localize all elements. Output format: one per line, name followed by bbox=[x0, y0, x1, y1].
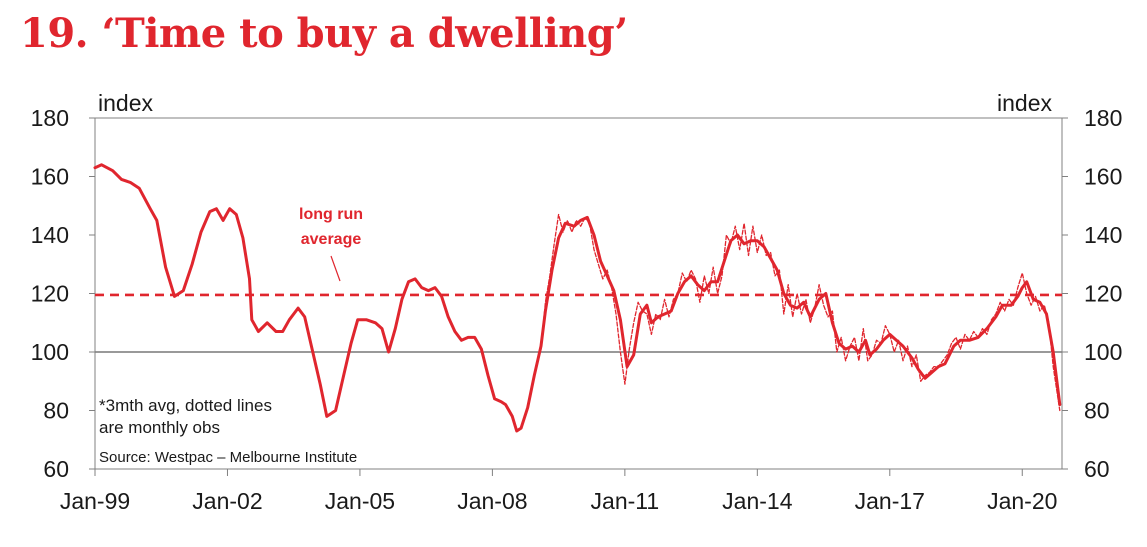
annotation-line-1: long run bbox=[299, 206, 363, 223]
y-tick-label-left: 180 bbox=[31, 105, 69, 131]
y-tick-labels-right: 60 80 100 120 140 160 180 bbox=[1084, 105, 1122, 482]
y-tick-labels-left: 60 80 100 120 140 160 180 bbox=[31, 105, 69, 482]
y-tick-label-right: 60 bbox=[1084, 456, 1110, 482]
y-tick-label-left: 140 bbox=[31, 222, 69, 248]
y-tick-label-right: 140 bbox=[1084, 222, 1122, 248]
gridlines bbox=[95, 117, 1062, 353]
y-tick-label-right: 180 bbox=[1084, 105, 1122, 131]
x-tick-label: Jan-05 bbox=[325, 488, 395, 514]
annotation-line-2: average bbox=[301, 231, 362, 248]
y-tick-label-right: 80 bbox=[1084, 398, 1110, 424]
series-lines bbox=[93, 163, 1062, 433]
series-3mth-avg-line bbox=[93, 163, 1062, 433]
x-tick-label: Jan-20 bbox=[987, 488, 1057, 514]
y-tick-label-left: 80 bbox=[43, 398, 69, 424]
axes bbox=[89, 117, 1068, 476]
left-axis-unit-label: index bbox=[98, 90, 153, 116]
note-line-2: are monthly obs bbox=[99, 418, 220, 437]
x-tick-label: Jan-02 bbox=[192, 488, 262, 514]
y-tick-label-left: 120 bbox=[31, 281, 69, 307]
y-tick-label-left: 60 bbox=[43, 456, 69, 482]
y-tick-label-right: 100 bbox=[1084, 339, 1122, 365]
y-tick-label-right: 120 bbox=[1084, 281, 1122, 307]
annotation-pointer bbox=[330, 255, 341, 282]
x-tick-label: Jan-99 bbox=[60, 488, 130, 514]
x-tick-labels: Jan-99 Jan-02 Jan-05 Jan-08 Jan-11 Jan-14 Jan-… bbox=[60, 488, 1058, 514]
x-tick-label: Jan-17 bbox=[855, 488, 925, 514]
y-tick-label-left: 100 bbox=[31, 339, 69, 365]
chart-title: 19. ‘Time to buy a dwelling’ bbox=[20, 10, 628, 57]
note-line-1: *3mth avg, dotted lines bbox=[99, 396, 272, 415]
x-tick-label: Jan-14 bbox=[722, 488, 793, 514]
right-axis-unit-label: index bbox=[997, 90, 1052, 116]
y-tick-label-left: 160 bbox=[31, 164, 69, 190]
x-tick-label: Jan-08 bbox=[457, 488, 527, 514]
series-monthly-obs-line bbox=[540, 213, 1061, 412]
x-tick-label: Jan-11 bbox=[591, 488, 660, 514]
source-note: Source: Westpac – Melbourne Institute bbox=[99, 449, 357, 466]
y-tick-label-right: 160 bbox=[1084, 164, 1122, 190]
